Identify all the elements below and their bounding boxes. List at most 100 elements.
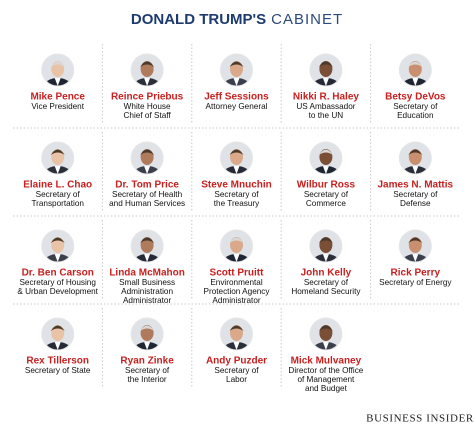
portrait-hair <box>408 237 423 243</box>
portrait-shirt <box>54 342 61 350</box>
member-name: Mick Mulvaney <box>291 356 362 367</box>
portrait-body <box>311 342 340 350</box>
portrait-body <box>222 78 251 86</box>
member-name: Ryan Zinke <box>120 356 174 367</box>
member-role: Secretary of <box>214 366 259 375</box>
member-name: Steve Mnuchin <box>201 180 272 191</box>
member-name: Mike Pence <box>30 92 85 103</box>
portrait-body <box>401 254 430 262</box>
portrait-shirt <box>54 254 61 262</box>
portrait-hair <box>140 325 155 331</box>
member-role: White House <box>124 102 171 111</box>
portrait-hair <box>140 237 155 243</box>
portrait-shirt <box>233 342 240 350</box>
portrait-shirt <box>144 166 151 174</box>
member-role: Commerce <box>306 199 346 208</box>
member-role: Director of the Office <box>288 366 363 375</box>
portrait-hair <box>318 237 333 243</box>
photo-ring <box>130 317 164 351</box>
photo-ring <box>130 141 164 175</box>
portrait-shirt <box>54 166 61 174</box>
member-role: Secretary of Energy <box>379 278 452 287</box>
portrait <box>309 142 342 174</box>
member-role: Small Business <box>119 278 175 287</box>
portrait-body <box>133 254 162 262</box>
portrait <box>220 230 253 262</box>
portrait-hair <box>229 325 244 331</box>
member-role: Homeland Security <box>291 287 361 296</box>
member-role: Secretary of <box>304 278 349 287</box>
member-role: Protection Agency <box>204 287 271 296</box>
portrait-hair <box>408 61 423 67</box>
member-name: Andy Puzder <box>206 356 267 367</box>
member-role: Defense <box>400 199 431 208</box>
portrait-body <box>311 166 340 174</box>
portrait-body <box>43 342 72 350</box>
member-name: Betsy DeVos <box>385 92 446 103</box>
member-role: Secretary of Health <box>112 190 183 199</box>
member-name: Rex Tillerson <box>26 356 89 367</box>
member-name: Dr. Tom Price <box>115 180 179 191</box>
member-role: & Urban Development <box>17 287 98 296</box>
member-role: to the UN <box>309 111 344 120</box>
portrait <box>41 54 74 86</box>
portrait <box>131 54 164 86</box>
portrait-shirt <box>412 254 419 262</box>
photo-ring <box>309 229 343 263</box>
portrait-hair <box>318 149 333 155</box>
member-name: Jeff Sessions <box>204 92 269 103</box>
photo-ring <box>220 229 253 263</box>
footer: BUSINESS INSIDER <box>366 413 474 425</box>
portrait <box>399 142 432 174</box>
portrait-shirt <box>412 166 419 174</box>
photo-ring <box>398 229 432 263</box>
portrait-hair <box>50 61 65 67</box>
portrait-body <box>133 342 162 350</box>
portrait <box>399 54 432 86</box>
member-role: the Treasury <box>214 199 260 208</box>
portrait-body <box>43 78 72 86</box>
member-role: Transportation <box>31 199 84 208</box>
portrait-hair <box>229 61 244 67</box>
member-name: Wilbur Ross <box>297 180 356 191</box>
portrait-shirt <box>144 78 151 86</box>
member-name: Rick Perry <box>391 268 441 279</box>
portrait-hair <box>50 237 65 243</box>
portrait <box>131 318 164 350</box>
portrait-hair <box>408 149 423 155</box>
title-bold: DONALD TRUMP'S <box>131 11 266 28</box>
portrait <box>220 54 253 86</box>
title: DONALD TRUMP'S CABINET <box>131 11 343 28</box>
portrait-body <box>222 342 251 350</box>
member-role: Secretary of Housing <box>19 278 96 287</box>
portrait-shirt <box>144 342 151 350</box>
portrait-body <box>222 254 251 262</box>
portrait-shirt <box>322 78 329 86</box>
portrait-hair <box>140 61 155 67</box>
portrait-shirt <box>233 78 240 86</box>
member-role: Environmental <box>210 278 263 287</box>
portrait-shirt <box>322 166 329 174</box>
photo-ring <box>130 53 164 87</box>
photo-ring <box>41 229 75 263</box>
portrait-shirt <box>144 254 151 262</box>
member-role: Vice President <box>31 102 84 111</box>
portrait <box>220 318 253 350</box>
photo-ring <box>309 141 343 175</box>
